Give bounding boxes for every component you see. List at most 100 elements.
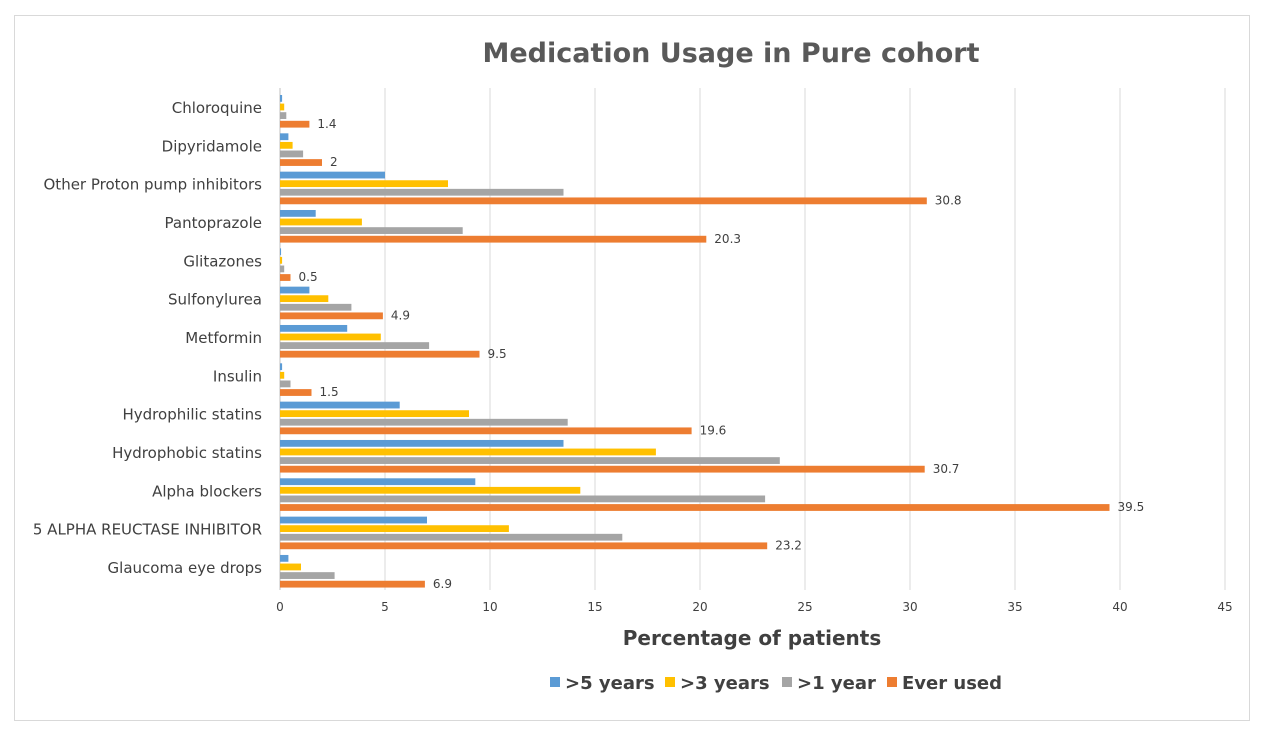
data-label: 30.7 bbox=[933, 462, 960, 476]
data-label: 23.2 bbox=[775, 538, 802, 552]
bar bbox=[280, 554, 289, 562]
data-label: 1.4 bbox=[317, 117, 336, 131]
bar bbox=[280, 363, 283, 371]
gridlines bbox=[279, 88, 1226, 590]
x-tick-labels: 0 5 10 15 20 25 30 35 40 45 bbox=[276, 600, 1232, 614]
category-label: 5 ALPHA REUCTASE INHIBITOR bbox=[33, 521, 262, 539]
bar bbox=[280, 342, 430, 349]
data-label: 39.5 bbox=[1118, 500, 1145, 514]
bar bbox=[280, 580, 425, 588]
bar bbox=[280, 486, 581, 494]
bar bbox=[280, 133, 289, 141]
category-label: Dipyridamole bbox=[162, 137, 262, 155]
bar bbox=[280, 218, 362, 226]
data-label: 0.5 bbox=[299, 270, 318, 284]
legend-swatch bbox=[887, 677, 897, 687]
data-label: 30.8 bbox=[935, 193, 962, 207]
bar bbox=[280, 188, 564, 196]
bar bbox=[280, 265, 285, 273]
bar bbox=[280, 495, 766, 503]
bar bbox=[280, 274, 291, 281]
bar bbox=[280, 457, 780, 464]
legend-label: >1 year bbox=[797, 673, 876, 694]
bar bbox=[280, 389, 312, 396]
category-label: Chloroquine bbox=[172, 99, 262, 117]
bar bbox=[280, 312, 383, 320]
bar bbox=[280, 439, 564, 447]
bar bbox=[280, 227, 463, 234]
bar bbox=[280, 324, 348, 332]
data-label: 9.5 bbox=[488, 347, 507, 361]
bar bbox=[280, 159, 322, 166]
bar bbox=[280, 542, 768, 550]
bar bbox=[280, 401, 400, 409]
legend-swatch bbox=[782, 677, 792, 687]
x-tick-label: 35 bbox=[1007, 600, 1022, 614]
bar bbox=[280, 150, 304, 158]
bar bbox=[280, 478, 476, 486]
category-label: Insulin bbox=[213, 367, 262, 385]
category-label: Alpha blockers bbox=[152, 482, 262, 500]
category-label: Sulfonylurea bbox=[168, 291, 262, 309]
bar bbox=[280, 235, 707, 243]
bar bbox=[280, 286, 310, 294]
data-label: 1.5 bbox=[320, 385, 339, 399]
x-tick-label: 15 bbox=[587, 600, 602, 614]
category-label: Hydrophobic statins bbox=[112, 444, 262, 462]
bar bbox=[280, 103, 285, 111]
bar bbox=[280, 418, 568, 426]
category-label: Other Proton pump inhibitors bbox=[44, 176, 263, 194]
legend-swatch bbox=[550, 677, 560, 687]
category-label: Hydrophilic statins bbox=[123, 406, 263, 424]
bar bbox=[280, 410, 469, 418]
bar bbox=[280, 120, 310, 128]
bar bbox=[280, 350, 480, 358]
bar bbox=[280, 248, 282, 256]
bar bbox=[280, 256, 283, 264]
legend: >5 years >3 years >1 year Ever used bbox=[550, 673, 1002, 694]
bar bbox=[280, 171, 385, 179]
data-label: 19.6 bbox=[700, 423, 727, 437]
bar bbox=[280, 112, 287, 119]
legend-label: Ever used bbox=[902, 673, 1002, 694]
bars bbox=[280, 95, 1110, 588]
bar bbox=[280, 333, 381, 341]
x-axis-label: Percentage of patients bbox=[623, 626, 882, 650]
category-labels: Chloroquine Dipyridamole Other Proton pump… bbox=[33, 99, 262, 577]
data-labels: 1.4 2 30.8 20.3 0.5 4.9 9.5 1.5 19.6 30.7 39.5 23.2… bbox=[299, 117, 1145, 591]
bar bbox=[280, 504, 1110, 511]
data-label: 20.3 bbox=[714, 232, 741, 246]
data-label: 2 bbox=[330, 155, 338, 169]
bar bbox=[280, 448, 656, 456]
x-tick-label: 20 bbox=[692, 600, 707, 614]
bar bbox=[280, 303, 352, 311]
x-tick-label: 25 bbox=[797, 600, 812, 614]
bar bbox=[280, 427, 692, 435]
bar bbox=[280, 533, 623, 541]
bar bbox=[280, 95, 283, 102]
bar bbox=[280, 516, 427, 524]
bar bbox=[280, 197, 927, 205]
bar bbox=[280, 563, 301, 571]
bar bbox=[280, 295, 329, 303]
legend-label: >5 years bbox=[565, 673, 655, 694]
bar bbox=[280, 371, 285, 379]
category-label: Pantoprazole bbox=[165, 214, 262, 232]
category-label: Glitazones bbox=[183, 252, 262, 270]
bar bbox=[280, 465, 925, 473]
data-label: 4.9 bbox=[391, 308, 410, 322]
category-label: Metformin bbox=[185, 329, 262, 347]
legend-swatch bbox=[665, 677, 675, 687]
data-label: 6.9 bbox=[433, 577, 452, 591]
x-tick-label: 5 bbox=[381, 600, 389, 614]
bar bbox=[280, 209, 316, 217]
x-tick-label: 40 bbox=[1112, 600, 1127, 614]
bar bbox=[280, 180, 448, 188]
x-tick-label: 30 bbox=[902, 600, 917, 614]
bar bbox=[280, 380, 291, 388]
bar bbox=[280, 141, 293, 149]
bar bbox=[280, 572, 335, 579]
x-tick-label: 45 bbox=[1217, 600, 1232, 614]
x-tick-label: 0 bbox=[276, 600, 284, 614]
